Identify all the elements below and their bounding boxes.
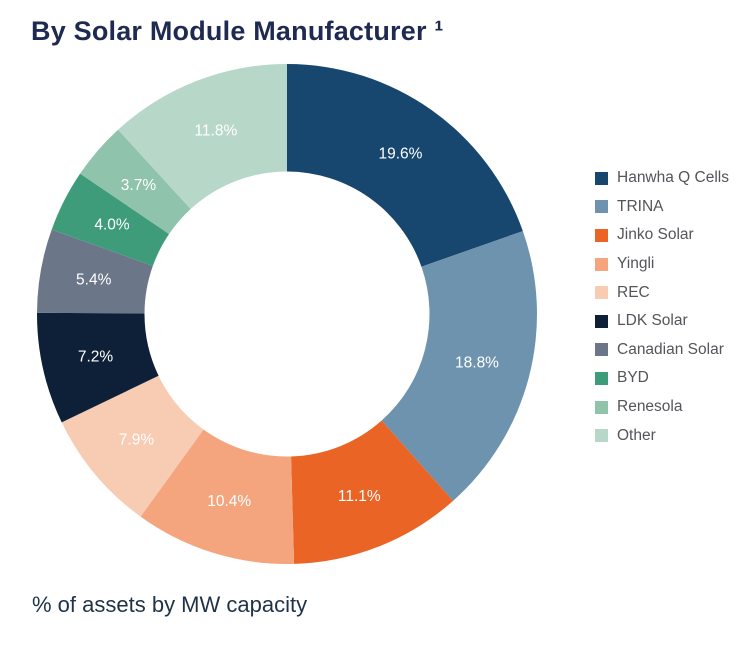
- chart-slice-renesola: [80, 129, 191, 235]
- legend-item-label: Other: [617, 426, 656, 444]
- chart-slice-jinko-solar: [291, 420, 454, 564]
- slice-label-renesola: 3.7%: [121, 177, 157, 194]
- legend-item-label: BYD: [617, 369, 649, 387]
- slice-label-byd: 4.0%: [94, 217, 130, 234]
- legend-item-label: TRINA: [617, 197, 664, 215]
- legend-swatch-hanwha-q-cells: [595, 171, 608, 185]
- legend-swatch-canadian-solar: [595, 343, 608, 357]
- legend-item-byd: BYD: [595, 364, 729, 393]
- slice-label-yingli: 10.4%: [207, 493, 251, 510]
- slice-label-rec: 7.9%: [119, 431, 155, 448]
- legend-swatch-rec: [595, 286, 608, 300]
- chart-slice-hanwha-q-cells: [287, 64, 523, 267]
- legend-item-jinko-solar: Jinko Solar: [595, 221, 729, 250]
- slice-label-other: 11.8%: [194, 123, 237, 140]
- legend-swatch-byd: [595, 371, 608, 385]
- legend-item-hanwha-q-cells: Hanwha Q Cells: [595, 164, 729, 193]
- chart-slice-trina: [381, 231, 537, 501]
- slice-label-canadian-solar: 5.4%: [76, 271, 112, 288]
- slice-label-trina: 18.8%: [455, 355, 499, 372]
- page-title: By Solar Module Manufacturer ¹: [31, 16, 444, 46]
- legend-item-label: Renesola: [617, 398, 683, 416]
- legend-item-yingli: Yingli: [595, 250, 729, 279]
- legend-item-label: Jinko Solar: [617, 226, 694, 244]
- legend: Hanwha Q Cells TRINA Jinko Solar Yingli REC L…: [595, 164, 729, 450]
- legend-swatch-jinko-solar: [595, 228, 608, 242]
- chart-slice-yingli: [140, 429, 295, 564]
- legend-swatch-trina: [595, 200, 608, 214]
- legend-item-label: Hanwha Q Cells: [617, 169, 729, 187]
- chart-slice-ldk-solar: [37, 312, 159, 423]
- slice-label-hanwha-q-cells: 19.6%: [378, 145, 422, 162]
- chart-caption: % of assets by MW capacity: [32, 592, 308, 617]
- legend-item-trina: TRINA: [595, 193, 729, 222]
- legend-item-label: REC: [617, 283, 650, 301]
- legend-swatch-renesola: [595, 400, 608, 414]
- legend-item-label: Canadian Solar: [617, 340, 724, 358]
- legend-item-label: LDK Solar: [617, 312, 688, 330]
- legend-item-ldk-solar: LDK Solar: [595, 307, 729, 336]
- legend-item-canadian-solar: Canadian Solar: [595, 336, 729, 365]
- slice-label-jinko-solar: 11.1%: [338, 488, 381, 505]
- chart-slice-canadian-solar: [37, 229, 153, 314]
- legend-item-rec: REC: [595, 278, 729, 307]
- legend-swatch-yingli: [595, 257, 608, 271]
- legend-item-renesola: Renesola: [595, 393, 729, 422]
- slice-label-ldk-solar: 7.2%: [78, 349, 114, 366]
- legend-item-label: Yingli: [617, 255, 655, 273]
- legend-swatch-ldk-solar: [595, 314, 608, 328]
- chart-slice-byd: [51, 173, 170, 266]
- chart-slice-rec: [61, 375, 204, 517]
- chart-slice-other: [118, 64, 288, 209]
- legend-item-other: Other: [595, 421, 729, 450]
- legend-swatch-other: [595, 429, 608, 443]
